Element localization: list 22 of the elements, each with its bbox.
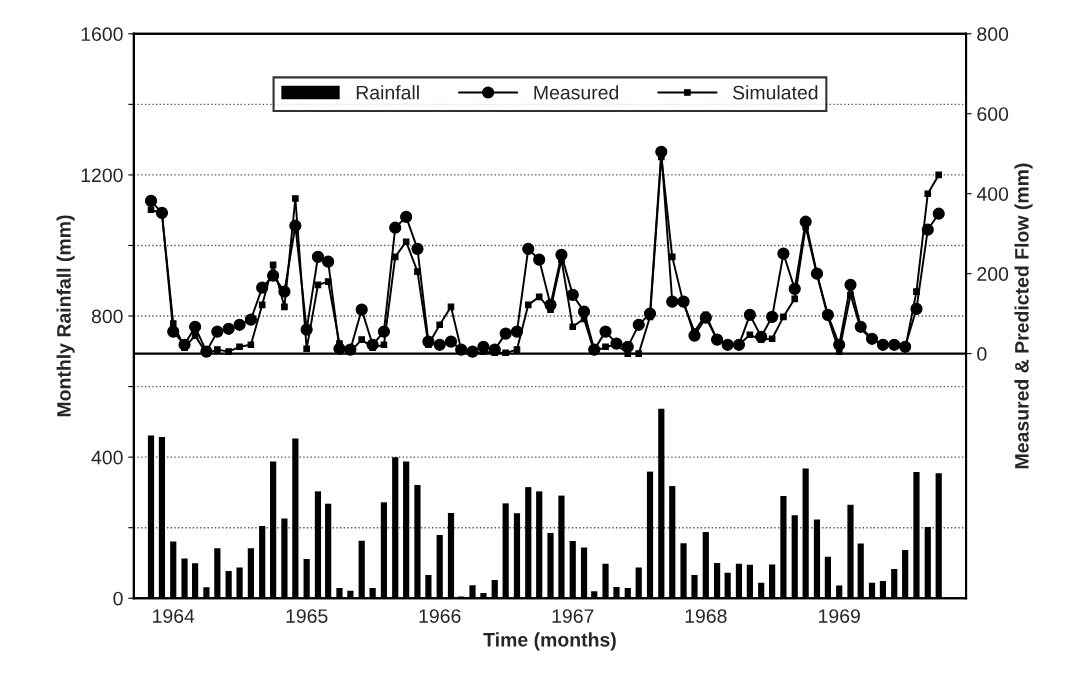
legend-label: Simulated (732, 85, 818, 100)
y-tick-label: 0 (113, 591, 123, 606)
y2-tick-label: 600 (977, 107, 1009, 121)
legend-label: Rainfall (356, 85, 419, 100)
y-tick-label: 1600 (81, 27, 123, 42)
y2-axis-title: Measured & Predicted Flow (mm) (1014, 163, 1033, 469)
legend-label: Measured (534, 85, 619, 100)
y-tick-label: 1200 (81, 168, 123, 183)
x-tick-label: 1967 (552, 609, 594, 623)
y2-tick-label: 400 (976, 187, 1009, 201)
x-tick-label: 1969 (819, 609, 860, 623)
y2-tick-label: 0 (977, 347, 987, 361)
y-tick-label: 800 (91, 309, 123, 324)
x-tick-label: 1965 (286, 609, 328, 623)
x-tick-label: 1968 (685, 609, 727, 623)
x-tick-label: 1964 (153, 609, 195, 623)
y2-tick-label: 800 (977, 27, 1009, 42)
y-tick-label: 400 (91, 450, 123, 465)
x-tick-label: 1966 (419, 609, 461, 623)
y-axis-title: Monthly Rainfall (mm) (56, 215, 75, 417)
x-axis-title: Time (months) (483, 632, 616, 651)
y2-tick-label: 200 (977, 267, 1009, 281)
